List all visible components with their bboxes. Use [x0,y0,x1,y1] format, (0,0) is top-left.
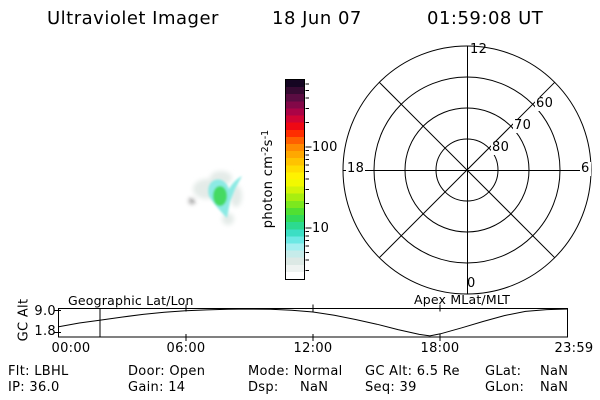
polar-lat-label-60: 60 [535,96,555,111]
strip-xtick-0000: 00:00 [51,341,91,356]
polar-mlt-label-12: 12 [470,42,488,57]
polar-diagonal-nw-se [378,81,556,259]
strip-xtick-1200: 12:00 [293,341,333,356]
strip-chart [54,304,568,341]
polar-mlt-label-0: 0 [467,276,476,291]
polar-grid [342,45,592,295]
strip-xtick-0600: 06:00 [166,341,206,356]
status-gc-alt: GC Alt: 6.5 Re [365,364,460,379]
colorbar-axis-label: photon cm-2s-1 [260,130,276,228]
colorbar [285,79,305,280]
uvi-auroral-image [189,171,242,225]
status-door: Door: Open [128,364,206,379]
strip-ytick-1-8: 1.8 [34,324,56,339]
colorbar-ticks [305,83,312,271]
polar-lat-label-70: 70 [513,118,533,133]
colorbar-gradient [286,80,304,279]
auroral-arc-core [213,186,227,206]
status-dsp-value: NaN [300,380,329,395]
polar-mlt-label-6: 6 [580,161,591,176]
colorbar-label-s: s [261,139,276,147]
status-ip: IP: 36.0 [8,380,60,395]
status-seq: Seq: 39 [365,380,417,395]
status-glat-value: NaN [540,364,569,379]
title-time: 01:59:08 UT [427,8,544,29]
strip-chart-frame [58,308,568,338]
strip-xtick-1800: 18:00 [420,341,460,356]
colorbar-label-exp1: -2 [260,146,271,156]
polar-lat-label-80: 80 [491,140,511,155]
colorbar-tick-label-100: 100 [312,140,338,155]
strip-title-geographic: Geographic Lat/Lon [68,293,194,308]
status-glon-value: NaN [540,380,569,395]
strip-title-apex: Apex MLat/MLT [414,292,511,307]
colorbar-label-units: photon cm [261,155,276,229]
status-dsp-label: Dsp: [248,380,279,395]
status-glat-label: GLat: [485,364,522,379]
orbit-altitude-curve [57,308,568,337]
status-mode: Mode: Normal [248,364,343,379]
strip-ytick-9: 9.0 [34,304,56,319]
app-title: Ultraviolet Imager [47,8,219,29]
title-date: 18 Jun 07 [272,8,362,29]
colorbar-label-exp2: -1 [260,129,271,140]
status-gain: Gain: 14 [128,380,186,395]
colorbar-tick-label-10: 10 [312,221,330,236]
status-glon-label: GLon: [485,380,525,395]
strip-ylabel: GC Alt [16,298,32,342]
status-flt: Flt: LBHL [8,364,69,379]
polar-mlt-label-18: 18 [346,161,366,176]
strip-xtick-2359: 23:59 [554,341,594,356]
